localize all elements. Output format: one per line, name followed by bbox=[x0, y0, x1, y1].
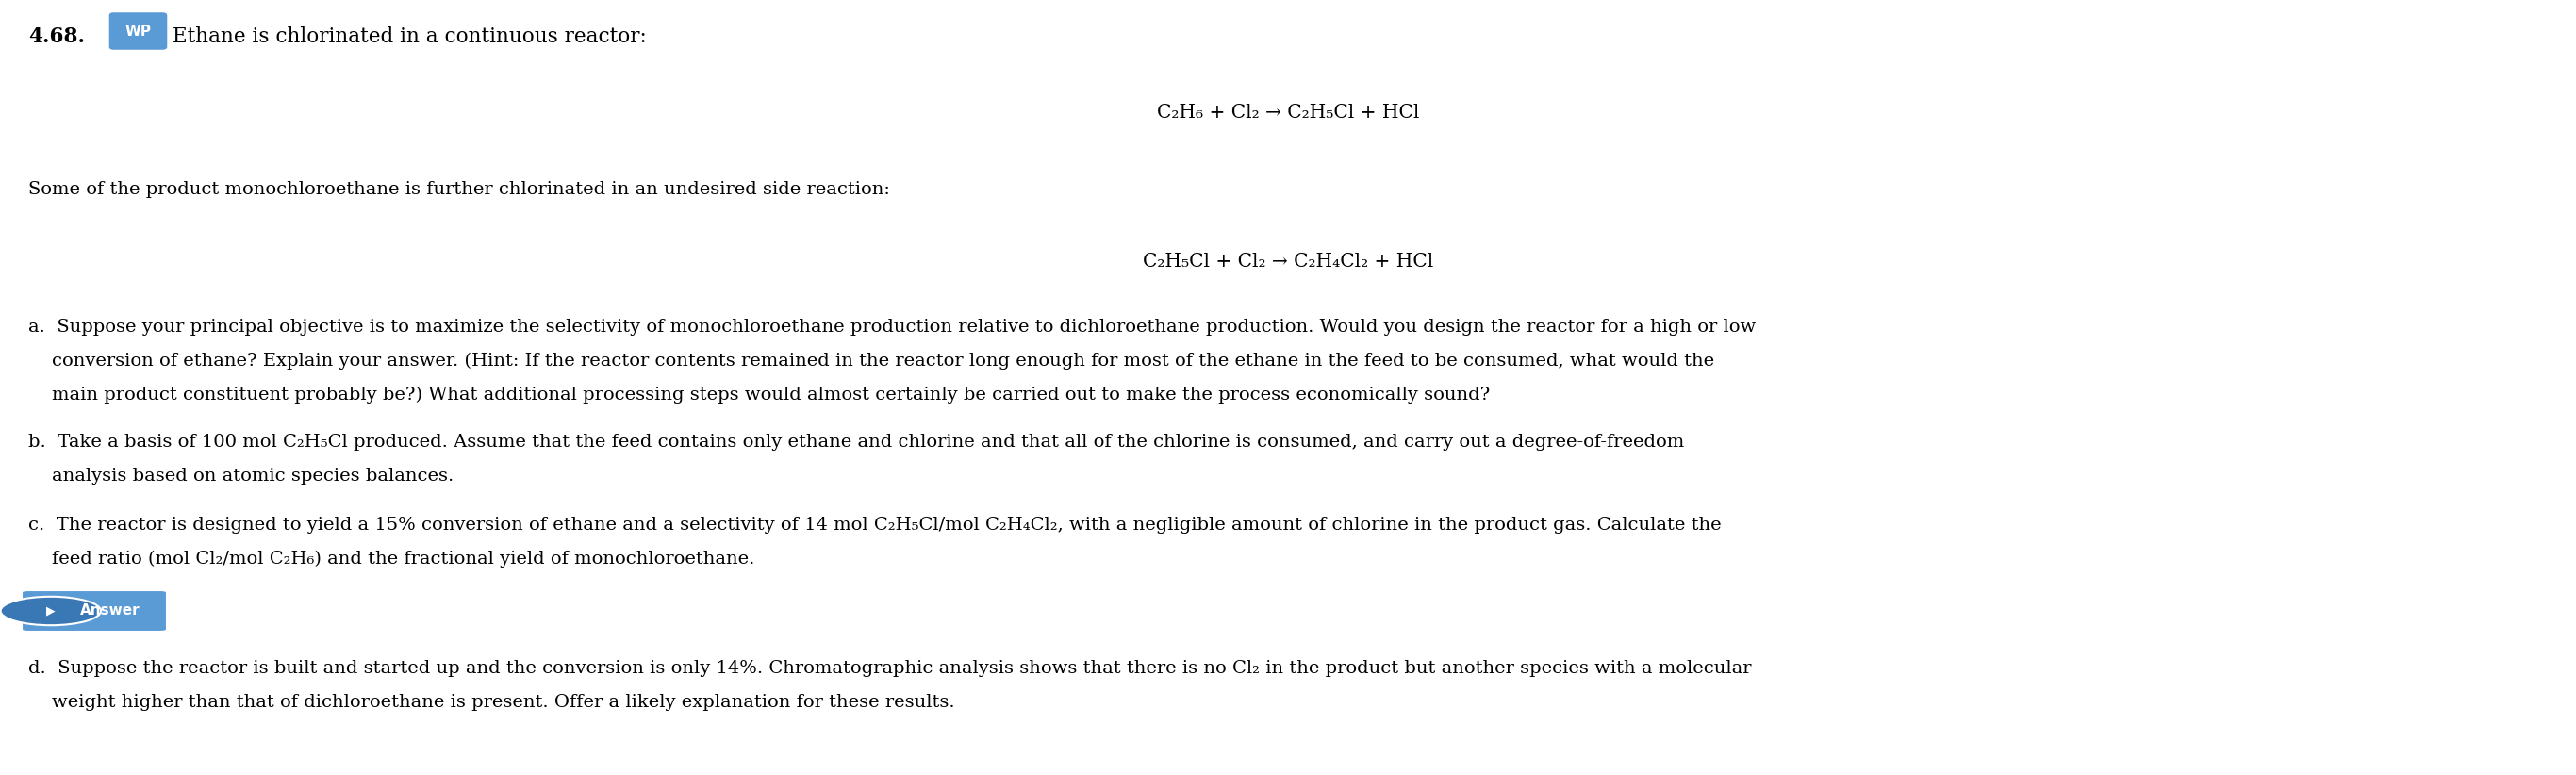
Text: C₂H₅Cl + Cl₂ → C₂H₄Cl₂ + HCl: C₂H₅Cl + Cl₂ → C₂H₄Cl₂ + HCl bbox=[1144, 253, 1432, 270]
Text: 4.68.: 4.68. bbox=[28, 26, 85, 47]
Text: Answer: Answer bbox=[80, 604, 139, 618]
Text: WP: WP bbox=[124, 24, 152, 38]
Text: main product constituent probably be?) What additional processing steps would al: main product constituent probably be?) W… bbox=[28, 387, 1489, 404]
Text: Ethane is chlorinated in a continuous reactor:: Ethane is chlorinated in a continuous re… bbox=[173, 26, 647, 47]
Text: a.  Suppose your principal objective is to maximize the selectivity of monochlor: a. Suppose your principal objective is t… bbox=[28, 319, 1757, 336]
Text: analysis based on atomic species balances.: analysis based on atomic species balance… bbox=[28, 467, 453, 484]
Text: conversion of ethane? Explain your answer. (Hint: If the reactor contents remain: conversion of ethane? Explain your answe… bbox=[28, 353, 1713, 370]
Text: feed ratio (mol Cl₂/mol C₂H₆) and the fractional yield of monochloroethane.: feed ratio (mol Cl₂/mol C₂H₆) and the fr… bbox=[28, 550, 755, 568]
Text: b.  Take a basis of 100 mol C₂H₅Cl produced. Assume that the feed contains only : b. Take a basis of 100 mol C₂H₅Cl produc… bbox=[28, 434, 1685, 451]
Text: weight higher than that of dichloroethane is present. Offer a likely explanation: weight higher than that of dichloroethan… bbox=[28, 694, 956, 711]
Text: C₂H₆ + Cl₂ → C₂H₅Cl + HCl: C₂H₆ + Cl₂ → C₂H₅Cl + HCl bbox=[1157, 104, 1419, 122]
Text: ▶: ▶ bbox=[46, 604, 54, 617]
Text: c.  The reactor is designed to yield a 15% conversion of ethane and a selectivit: c. The reactor is designed to yield a 15… bbox=[28, 517, 1721, 534]
Circle shape bbox=[0, 597, 100, 625]
FancyBboxPatch shape bbox=[108, 12, 167, 50]
Text: d.  Suppose the reactor is built and started up and the conversion is only 14%. : d. Suppose the reactor is built and star… bbox=[28, 660, 1752, 677]
Text: Some of the product monochloroethane is further chlorinated in an undesired side: Some of the product monochloroethane is … bbox=[28, 181, 889, 198]
FancyBboxPatch shape bbox=[21, 591, 167, 632]
